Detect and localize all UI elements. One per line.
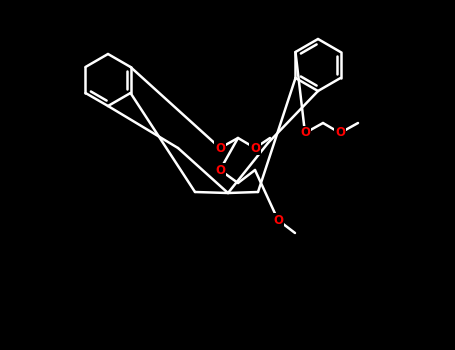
Text: O: O [215,163,225,176]
Text: O: O [215,141,225,154]
Text: O: O [300,126,310,140]
Text: O: O [273,214,283,226]
Text: O: O [335,126,345,140]
Text: O: O [250,141,260,154]
